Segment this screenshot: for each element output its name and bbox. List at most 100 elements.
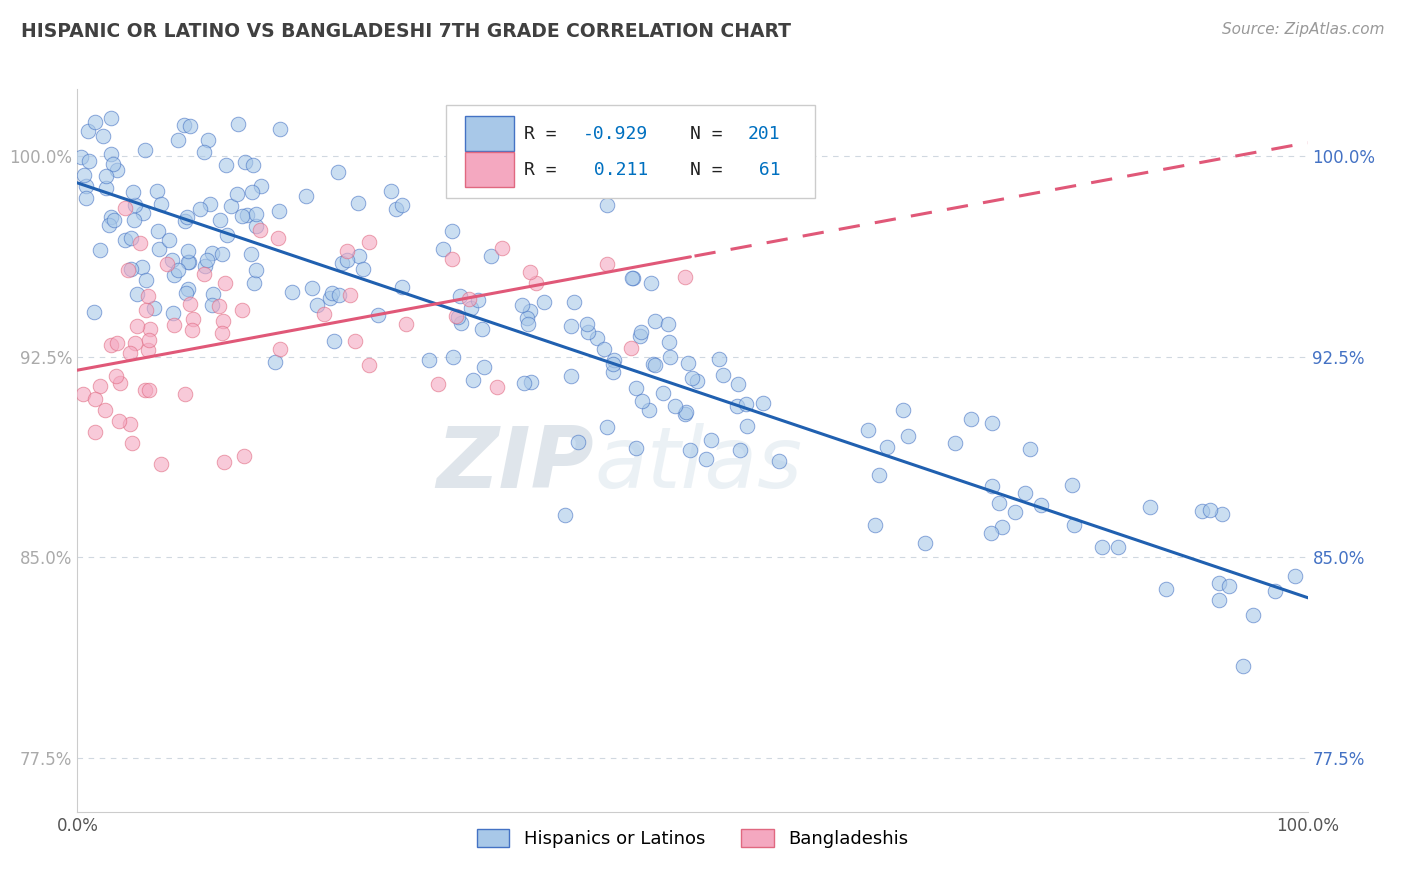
Point <box>312 307 335 321</box>
Text: atlas: atlas <box>595 424 801 507</box>
Point <box>560 318 582 333</box>
Point <box>110 376 132 390</box>
Point <box>533 294 555 309</box>
Point <box>188 202 211 216</box>
Point <box>91 129 114 144</box>
Point <box>554 508 576 522</box>
Point <box>94 402 117 417</box>
Point <box>114 233 136 247</box>
Point <box>73 168 96 182</box>
Point <box>146 184 169 198</box>
Point <box>245 207 267 221</box>
Point <box>519 304 541 318</box>
Point <box>242 185 264 199</box>
Text: Source: ZipAtlas.com: Source: ZipAtlas.com <box>1222 22 1385 37</box>
Point <box>104 368 127 383</box>
Point <box>980 526 1002 541</box>
Point <box>637 403 659 417</box>
Point <box>208 299 231 313</box>
Point <box>960 412 983 426</box>
Point <box>323 334 346 349</box>
Point <box>157 234 180 248</box>
Point <box>603 352 626 367</box>
Point <box>83 392 105 407</box>
Point <box>1091 540 1114 554</box>
Point <box>201 286 224 301</box>
Point <box>131 260 153 274</box>
Point <box>249 223 271 237</box>
Point <box>470 321 492 335</box>
Point <box>602 357 624 371</box>
Point <box>193 145 215 159</box>
Point <box>118 346 141 360</box>
Point <box>868 468 890 483</box>
Point <box>122 186 145 200</box>
Point <box>122 212 145 227</box>
Point <box>176 282 198 296</box>
Point <box>212 455 235 469</box>
Point <box>1060 478 1083 492</box>
Point <box>138 383 160 397</box>
Text: -0.929: -0.929 <box>583 125 648 143</box>
Point <box>657 317 679 331</box>
Point <box>307 297 329 311</box>
Point <box>128 236 150 251</box>
Point <box>727 377 749 392</box>
Point <box>1154 582 1177 596</box>
Point <box>211 247 233 261</box>
Point <box>162 306 184 320</box>
Text: R =: R = <box>524 161 557 179</box>
Point <box>664 399 686 413</box>
Point <box>177 255 200 269</box>
Point <box>135 273 157 287</box>
Point <box>980 479 1002 493</box>
Point <box>652 386 675 401</box>
Point <box>752 396 775 410</box>
Text: HISPANIC OR LATINO VS BANGLADESHI 7TH GRADE CORRELATION CHART: HISPANIC OR LATINO VS BANGLADESHI 7TH GR… <box>21 22 792 41</box>
Point <box>89 378 111 392</box>
Point <box>624 381 647 395</box>
Point <box>380 184 402 198</box>
Point <box>596 420 619 434</box>
Point <box>681 371 703 385</box>
Point <box>432 242 454 256</box>
Point <box>319 291 342 305</box>
Point <box>991 520 1014 534</box>
Point <box>486 380 509 394</box>
Point <box>686 374 709 388</box>
Point <box>242 276 264 290</box>
Point <box>461 373 484 387</box>
Point <box>596 197 619 211</box>
Point <box>1211 507 1233 521</box>
Text: 61: 61 <box>748 161 780 179</box>
Point <box>335 252 357 267</box>
Point <box>179 297 201 311</box>
Point <box>194 259 217 273</box>
Point <box>267 231 290 245</box>
Point <box>124 336 146 351</box>
Point <box>349 249 371 263</box>
Point <box>79 154 101 169</box>
Point <box>231 210 253 224</box>
Point <box>89 243 111 257</box>
Point <box>219 199 242 213</box>
Point <box>675 405 697 419</box>
Point <box>460 301 482 316</box>
Point <box>891 403 914 417</box>
Text: R =: R = <box>524 125 557 143</box>
Point <box>602 366 624 380</box>
Point <box>447 310 470 324</box>
FancyBboxPatch shape <box>465 152 515 186</box>
Point <box>77 124 100 138</box>
Point <box>94 181 117 195</box>
Point <box>641 357 664 371</box>
Point <box>108 414 131 428</box>
Point <box>135 302 157 317</box>
Point <box>149 458 172 472</box>
Point <box>173 118 195 132</box>
Point <box>117 263 139 277</box>
Point <box>631 393 654 408</box>
Point <box>517 317 540 331</box>
Point <box>97 218 120 232</box>
Point <box>233 154 256 169</box>
